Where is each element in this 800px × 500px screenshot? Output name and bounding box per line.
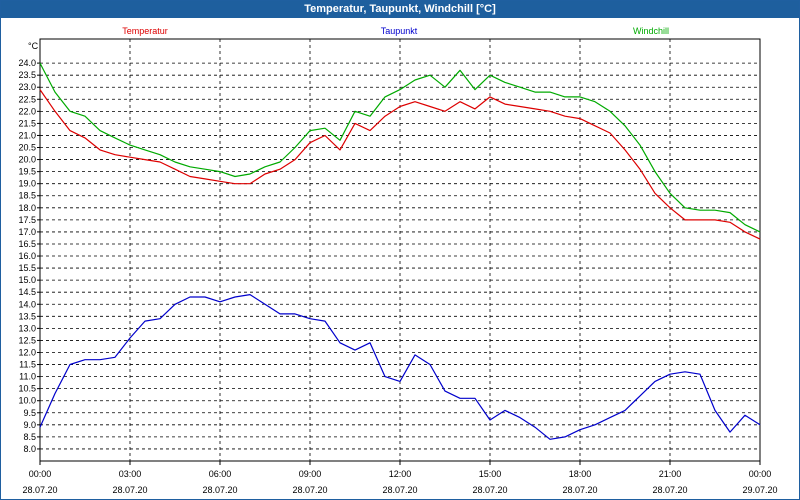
y-tick-label: 12.5 xyxy=(18,335,36,345)
y-tick-label: 9.5 xyxy=(23,408,36,418)
y-tick-label: 21.0 xyxy=(18,130,36,140)
y-tick-label: 22.0 xyxy=(18,106,36,116)
x-tick-time: 00:00 xyxy=(29,469,52,479)
y-tick-label: 18.5 xyxy=(18,191,36,201)
x-tick-time: 12:00 xyxy=(389,469,412,479)
y-tick-label: 20.0 xyxy=(18,155,36,165)
chart-title: Temperatur, Taupunkt, Windchill [°C] xyxy=(1,1,799,18)
x-tick-date: 28.07.20 xyxy=(382,485,417,495)
x-tick-date: 28.07.20 xyxy=(22,485,57,495)
y-tick-label: 10.0 xyxy=(18,396,36,406)
y-tick-label: 15.0 xyxy=(18,275,36,285)
y-tick-label: 14.0 xyxy=(18,299,36,309)
y-tick-label: 21.5 xyxy=(18,118,36,128)
x-tick-time: 21:00 xyxy=(659,469,682,479)
series-line-temperatur xyxy=(39,89,761,240)
y-tick-label: 22.5 xyxy=(18,94,36,104)
y-tick-label: 11.5 xyxy=(19,360,36,370)
y-tick-label: 20.5 xyxy=(18,143,36,153)
y-tick-label: 16.5 xyxy=(18,239,36,249)
y-tick-label: 12.0 xyxy=(18,347,36,357)
legend-windchill: Windchill xyxy=(633,26,669,36)
legend-temperatur: Temperatur xyxy=(122,26,168,36)
y-tick-label: 8.0 xyxy=(23,444,36,454)
y-tick-label: 23.0 xyxy=(18,82,36,92)
y-tick-label: 24.0 xyxy=(18,58,36,68)
x-tick-time: 06:00 xyxy=(209,469,232,479)
y-tick-label: 10.5 xyxy=(18,384,36,394)
series-line-windchill xyxy=(39,62,761,233)
x-tick-date: 28.07.20 xyxy=(112,485,147,495)
x-tick-date: 29.07.20 xyxy=(742,485,777,495)
series-line-taupunkt xyxy=(39,294,761,440)
y-tick-label: 17.5 xyxy=(18,215,36,225)
x-tick-time: 09:00 xyxy=(299,469,322,479)
legend-taupunkt: Taupunkt xyxy=(381,26,418,36)
x-tick-time: 15:00 xyxy=(479,469,502,479)
x-tick-time: 00:00 xyxy=(749,469,772,479)
y-tick-label: 18.0 xyxy=(18,203,36,213)
y-tick-label: 19.0 xyxy=(18,179,36,189)
y-tick-label: 15.5 xyxy=(18,263,36,273)
y-tick-label: 11.0 xyxy=(19,372,36,382)
x-tick-date: 28.07.20 xyxy=(652,485,687,495)
y-tick-label: 23.5 xyxy=(18,70,36,80)
x-tick-date: 28.07.20 xyxy=(472,485,507,495)
x-tick-time: 03:00 xyxy=(119,469,142,479)
y-axis-label: °C xyxy=(28,41,39,51)
x-tick-date: 28.07.20 xyxy=(292,485,327,495)
y-tick-label: 8.5 xyxy=(23,432,36,442)
x-tick-time: 18:00 xyxy=(569,469,592,479)
y-tick-label: 13.0 xyxy=(18,323,36,333)
y-tick-label: 13.5 xyxy=(18,311,36,321)
y-tick-label: 9.0 xyxy=(23,420,36,430)
y-tick-label: 16.0 xyxy=(18,251,36,261)
y-tick-label: 14.5 xyxy=(18,287,36,297)
y-tick-label: 17.0 xyxy=(18,227,36,237)
x-tick-date: 28.07.20 xyxy=(562,485,597,495)
y-tick-label: 19.5 xyxy=(18,167,36,177)
x-tick-date: 28.07.20 xyxy=(202,485,237,495)
